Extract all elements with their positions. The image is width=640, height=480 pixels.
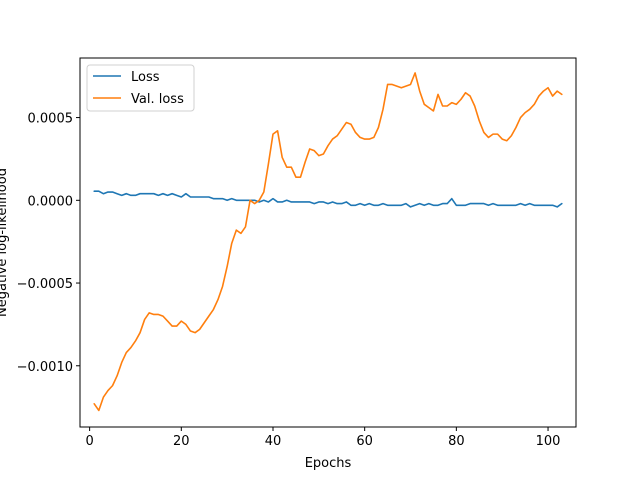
- y-axis: −0.0010 −0.0005 0.0000 0.0005 Negative log-l…: [0, 112, 80, 375]
- legend-label: Loss: [131, 70, 160, 85]
- y-tick-label: −0.0005: [17, 277, 73, 292]
- series-line-val-loss: [93, 72, 563, 412]
- x-axis: 0 20 40 60 80 100: [85, 427, 560, 449]
- x-tick-label: 0: [85, 434, 93, 449]
- y-tick-label: 0.0005: [28, 112, 74, 127]
- x-axis-label: Epochs: [305, 456, 352, 471]
- x-tick-label: 40: [265, 434, 282, 449]
- y-axis-label: Negative log-likelihood: [0, 168, 10, 317]
- y-tick-label: 0.0000: [28, 194, 74, 209]
- legend-label: Val. loss: [131, 92, 184, 107]
- legend: Loss Val. loss: [86, 64, 195, 112]
- x-tick-label: 60: [356, 434, 373, 449]
- x-tick-label: 100: [536, 434, 561, 449]
- plot-area: [79, 57, 577, 428]
- series-layer: [93, 72, 563, 412]
- series-line-loss: [93, 190, 563, 208]
- y-tick-label: −0.0010: [17, 360, 73, 375]
- x-tick-label: 20: [173, 434, 190, 449]
- x-tick-label: 80: [448, 434, 465, 449]
- axes-frame: [79, 57, 577, 428]
